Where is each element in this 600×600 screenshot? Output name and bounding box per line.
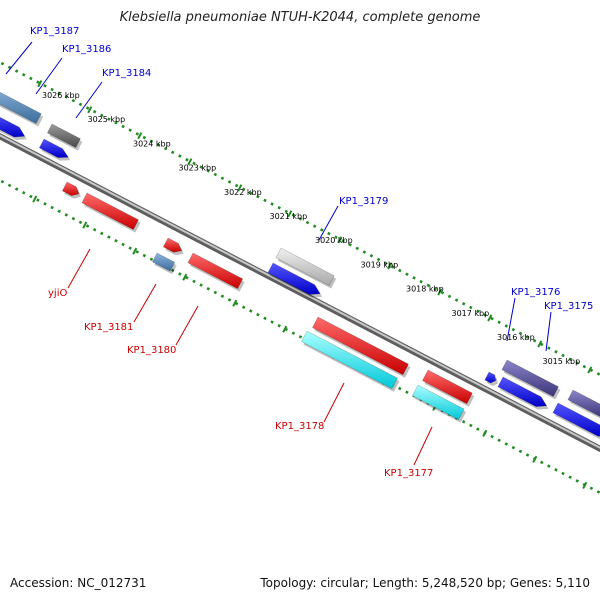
leader-line-KP1_3186 xyxy=(35,57,63,95)
leader-line-KP1_3187 xyxy=(5,41,33,75)
kbp-label: 3020 kbp xyxy=(315,236,353,245)
scale-tick xyxy=(82,221,88,229)
leader-line-KP1_3178 xyxy=(323,382,345,423)
scale-tick xyxy=(32,195,38,203)
leader-line-KP1_3181 xyxy=(133,283,157,323)
gene-feature-KP1_3176[interactable] xyxy=(501,359,559,397)
gene-label-KP1_3176[interactable]: KP1_3176 xyxy=(511,287,560,298)
scale-tick xyxy=(482,429,488,437)
scale-tick xyxy=(237,184,243,192)
gene-label-KP1_3187[interactable]: KP1_3187 xyxy=(30,26,79,37)
gene-feature-fwd-3179b[interactable] xyxy=(267,262,321,295)
scale-tick xyxy=(132,247,138,255)
leader-line-KP1_3176 xyxy=(506,297,516,342)
kbp-label: 3016 kbp xyxy=(497,333,535,342)
kbp-label: 3015 kbp xyxy=(543,357,581,366)
gene-label-KP1_3177[interactable]: KP1_3177 xyxy=(384,468,433,479)
scale-tick xyxy=(387,262,393,270)
leader-line-KP1_3184 xyxy=(75,81,103,119)
kbp-label: 3022 kbp xyxy=(224,188,262,197)
scale-tick xyxy=(532,455,538,463)
kbp-label: 3019 kbp xyxy=(361,260,399,269)
gene-label-KP1_3184[interactable]: KP1_3184 xyxy=(102,68,151,79)
gene-label-KP1_3178[interactable]: KP1_3178 xyxy=(275,421,324,432)
gene-label-KP1_3180[interactable]: KP1_3180 xyxy=(127,345,176,356)
gene-feature-KP1_3186[interactable] xyxy=(0,112,26,138)
gene-feature-fwd-3175b[interactable] xyxy=(552,402,600,437)
gene-label-KP1_3186[interactable]: KP1_3186 xyxy=(62,44,111,55)
kbp-label: 3024 kbp xyxy=(133,139,171,148)
gene-label-KP1_3175[interactable]: KP1_3175 xyxy=(544,301,593,312)
gene-label-KP1_3179[interactable]: KP1_3179 xyxy=(339,196,388,207)
accession-text: Accession: NC_012731 xyxy=(10,576,147,590)
scale-tick xyxy=(87,106,93,114)
leader-line-KP1_3179 xyxy=(318,205,339,241)
gene-feature-KP1_3181[interactable] xyxy=(151,252,176,272)
scale-tick xyxy=(137,132,143,140)
scale-tick xyxy=(337,236,343,244)
gene-feature-KP1_3175[interactable] xyxy=(567,389,600,418)
scale-tick xyxy=(587,366,593,374)
gene-feature-KP1_3180[interactable] xyxy=(187,252,244,290)
gene-feature-red-3177[interactable] xyxy=(422,369,473,405)
leader-line-KP1_3175 xyxy=(545,311,552,352)
kbp-label: 3018 kbp xyxy=(406,285,444,294)
kbp-label: 3017 kbp xyxy=(452,309,490,318)
scale-tick xyxy=(232,299,238,307)
leader-line-KP1_3180 xyxy=(175,305,199,346)
gene-feature-KP1_3177[interactable] xyxy=(412,384,465,421)
kbp-label: 3026 kbp xyxy=(42,91,80,100)
gene-label-yjiO[interactable]: yjiO xyxy=(48,288,67,299)
scale-tick xyxy=(37,80,43,88)
gene-feature-fwd-3176b[interactable] xyxy=(497,376,548,407)
leader-line-yjiO xyxy=(67,248,91,289)
gene-feature-KP1_3187[interactable] xyxy=(0,86,42,124)
scale-tick xyxy=(582,481,588,489)
scale-tick xyxy=(287,210,293,218)
scale-tick xyxy=(187,158,193,166)
gene-feature-yjiO[interactable] xyxy=(81,192,139,230)
topology-text: Topology: circular; Length: 5,248,520 bp… xyxy=(260,576,590,590)
gene-feature-fwd-tiny[interactable] xyxy=(484,371,497,384)
gene-feature-KP1_3179[interactable] xyxy=(275,247,335,286)
kbp-label: 3021 kbp xyxy=(270,212,308,221)
gene-feature-KP1_3178[interactable] xyxy=(301,330,398,390)
scale-dotted-line-bottom xyxy=(0,178,600,495)
scale-dotted-line-top xyxy=(0,60,600,377)
map-title: Klebsiella pneumoniae NTUH-K2044, comple… xyxy=(119,10,481,25)
gene-feature-red-long[interactable] xyxy=(312,316,409,376)
kbp-label: 3023 kbp xyxy=(179,164,217,173)
scale-tick xyxy=(487,314,493,322)
kbp-label: 3025 kbp xyxy=(88,115,126,124)
gene-feature-fwd-small[interactable] xyxy=(38,138,69,158)
scale-tick xyxy=(182,273,188,281)
genome-backbone-highlight xyxy=(0,134,600,449)
gene-feature-rev-3181a[interactable] xyxy=(162,237,183,253)
scale-tick xyxy=(282,325,288,333)
gene-feature-KP1_3184[interactable] xyxy=(46,123,81,149)
leader-line-KP1_3177 xyxy=(413,426,433,466)
gene-label-KP1_3181[interactable]: KP1_3181 xyxy=(84,322,133,333)
scale-tick xyxy=(437,288,443,296)
scale-tick xyxy=(537,340,543,348)
gene-feature-rev-small[interactable] xyxy=(61,181,80,196)
